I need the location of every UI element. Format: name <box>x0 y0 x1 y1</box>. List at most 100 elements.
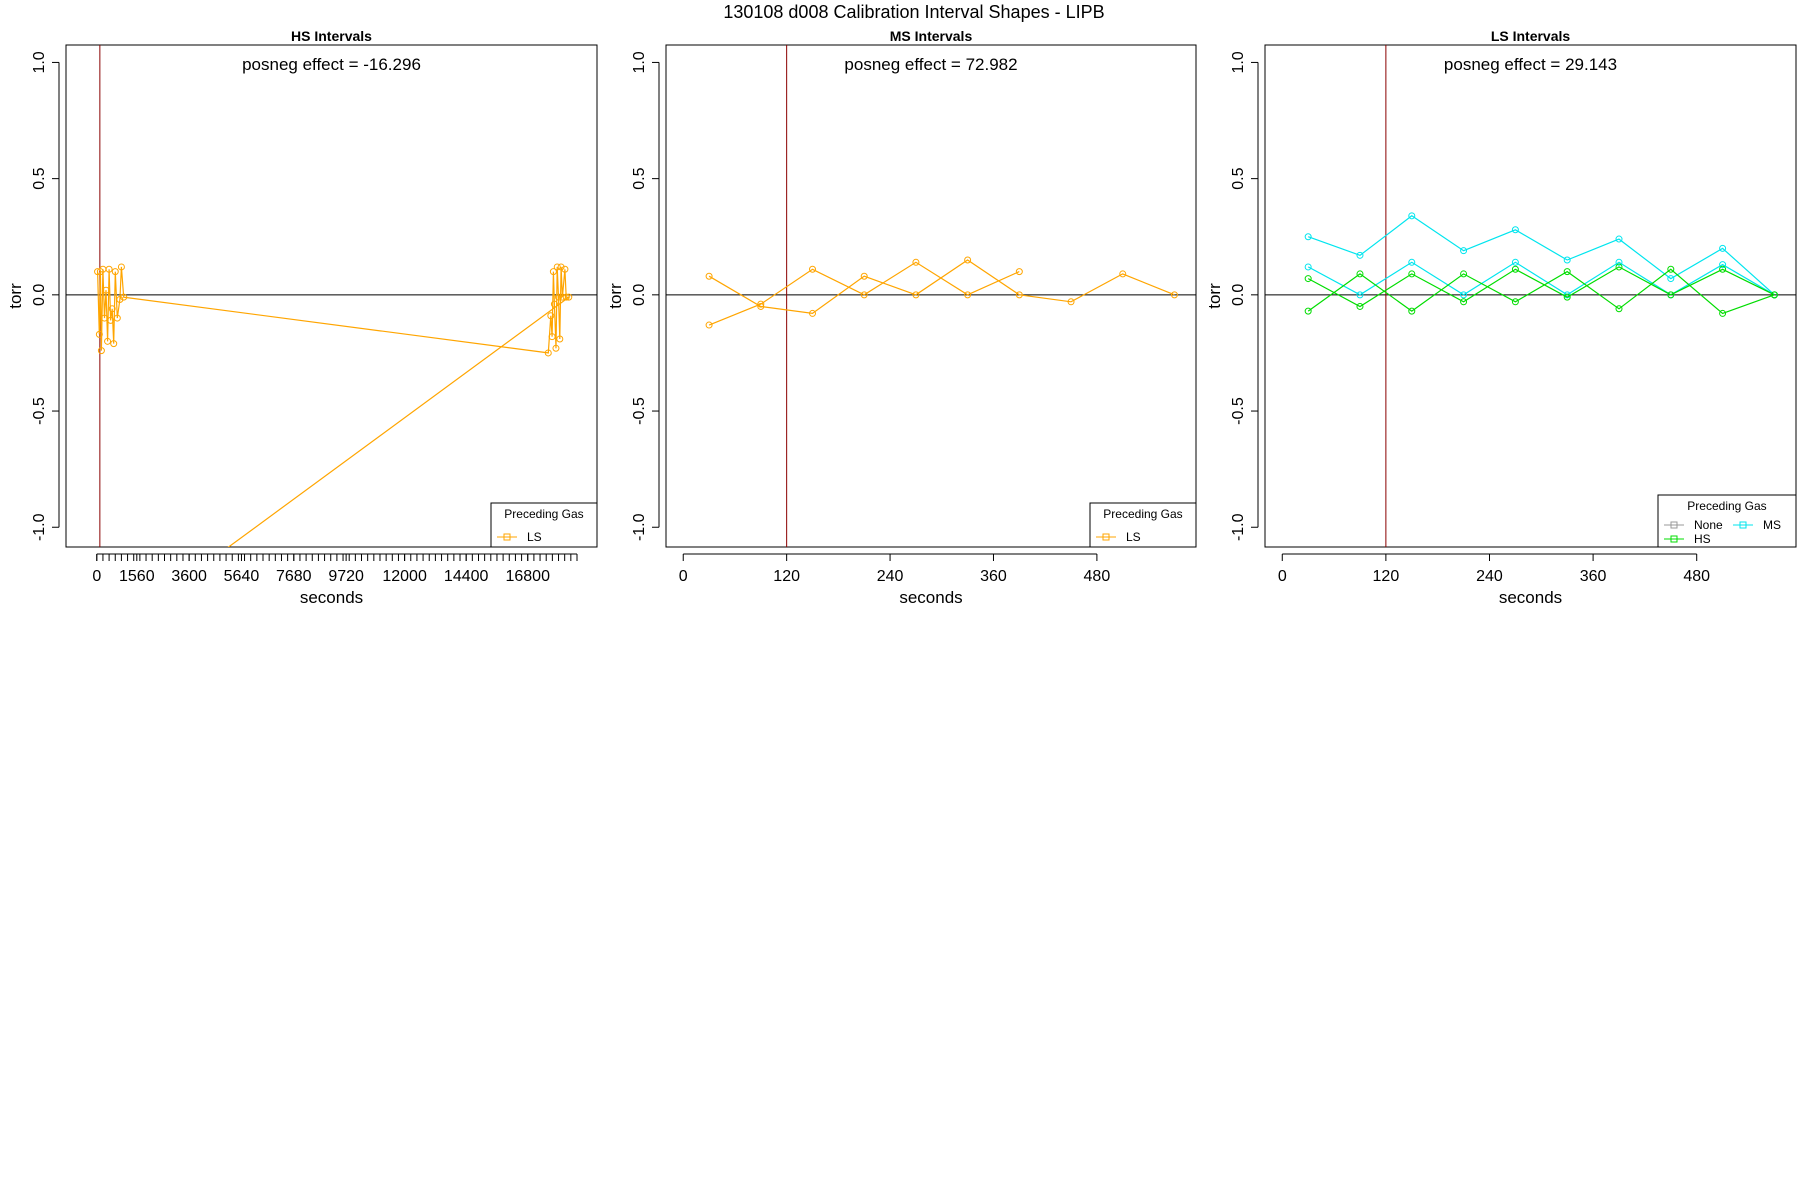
data-point-LS <box>110 340 118 348</box>
data-point-LS <box>1119 270 1127 278</box>
plot-data <box>66 45 597 547</box>
data-point-HS <box>1460 298 1468 306</box>
legend-swatch-marker <box>1102 533 1110 541</box>
data-point-LS <box>757 300 765 308</box>
series-line-HS <box>1307 268 1775 315</box>
posneg-annotation: posneg effect = 72.982 <box>844 55 1017 74</box>
y-tick-label: 0.0 <box>1230 284 1247 306</box>
legend-label: HS <box>1694 532 1711 546</box>
y-tick-label: 0.5 <box>631 167 648 189</box>
x-axis-label: seconds <box>300 588 363 607</box>
data-point-MS <box>1356 291 1364 299</box>
x-tick-label: 5640 <box>224 568 260 585</box>
x-tick-label: 16800 <box>505 568 550 585</box>
y-tick-label: -0.5 <box>31 397 48 425</box>
data-point-MS <box>1615 258 1623 266</box>
x-tick-label: 0 <box>92 568 101 585</box>
y-axis-label: torr <box>6 283 25 309</box>
series-line-LS <box>708 261 1020 326</box>
x-tick-label: 7680 <box>276 568 312 585</box>
data-point-HS <box>1460 270 1468 278</box>
data-point-LS <box>557 263 565 271</box>
data-point-MS <box>1460 291 1468 299</box>
data-point-MS <box>1408 212 1416 220</box>
data-point-HS <box>1563 293 1571 301</box>
y-tick-label: 0.5 <box>31 167 48 189</box>
data-point-HS <box>1304 307 1312 315</box>
x-tick-label: 480 <box>1084 568 1111 585</box>
y-axis-label: torr <box>1205 283 1224 309</box>
x-tick-label: 12000 <box>382 568 427 585</box>
data-point-LS <box>95 330 103 338</box>
data-point-LS <box>555 293 563 301</box>
series-line-LS <box>708 259 1175 315</box>
plot-frame <box>1264 44 1797 548</box>
data-point-LS <box>552 344 560 352</box>
y-tick-label: -1.0 <box>1230 513 1247 541</box>
chart-panel-2: MS Intervals posneg effect = 72.982 0 120 24… <box>606 28 1197 607</box>
x-tick-label: 0 <box>1278 568 1287 585</box>
data-point-LS <box>912 291 920 299</box>
data-point-LS <box>111 268 119 276</box>
data-point-MS <box>1408 258 1416 266</box>
x-axis-label: seconds <box>899 588 962 607</box>
data-point-LS <box>223 546 225 547</box>
data-point-HS <box>1408 307 1416 315</box>
y-tick-label: -1.0 <box>631 513 648 541</box>
series-line-MS <box>1307 261 1775 296</box>
data-point-HS <box>1719 265 1727 273</box>
data-point-LS <box>1015 268 1023 276</box>
data-point-LS <box>562 293 570 301</box>
data-point-MS <box>1563 256 1571 264</box>
legend-title: Preceding Gas <box>1687 499 1766 513</box>
x-tick-label: 120 <box>1373 568 1400 585</box>
panels: HS Intervals posneg effect = -16.296 0 1560… <box>6 28 1797 607</box>
posneg-annotation: posneg effect = -16.296 <box>242 55 421 74</box>
x-tick-label: 480 <box>1683 568 1710 585</box>
x-tick-label: 120 <box>773 568 800 585</box>
series-line-HS <box>1307 266 1775 308</box>
posneg-annotation: posneg effect = 29.143 <box>1444 55 1617 74</box>
legend-label: LS <box>527 530 542 544</box>
legend-label: MS <box>1763 518 1781 532</box>
data-point-MS <box>1304 233 1312 241</box>
data-point-LS <box>120 293 128 301</box>
data-point-MS <box>1511 258 1519 266</box>
data-point-LS <box>705 321 713 329</box>
panel-title: HS Intervals <box>291 28 372 44</box>
y-tick-label: -1.0 <box>31 513 48 541</box>
data-point-HS <box>1511 298 1519 306</box>
data-point-HS <box>1615 305 1623 313</box>
y-tick-label: 1.0 <box>1230 51 1247 73</box>
series-line-MS <box>1307 215 1775 296</box>
legend-swatch-marker <box>503 533 511 541</box>
data-point-LS <box>107 316 115 324</box>
x-tick-label: 9720 <box>328 568 364 585</box>
y-tick-label: -0.5 <box>631 397 648 425</box>
x-tick-label: 360 <box>980 568 1007 585</box>
data-point-LS <box>809 309 817 317</box>
data-point-MS <box>1356 251 1364 259</box>
data-point-LS <box>97 347 105 355</box>
data-point-LS <box>705 272 713 280</box>
data-point-LS <box>809 265 817 273</box>
data-point-LS <box>860 272 868 280</box>
data-point-LS <box>565 293 573 301</box>
legend-swatch-marker <box>1739 521 1747 529</box>
x-tick-label: 0 <box>679 568 688 585</box>
data-point-MS <box>1719 261 1727 269</box>
data-point-MS <box>1304 263 1312 271</box>
y-tick-label: 1.0 <box>631 51 648 73</box>
figure-title: 130108 d008 Calibration Interval Shapes … <box>723 2 1104 22</box>
data-point-LS <box>1067 298 1075 306</box>
data-point-HS <box>1719 309 1727 317</box>
data-point-LS <box>549 268 557 276</box>
panel-title: LS Intervals <box>1491 28 1571 44</box>
chart-panel-1: HS Intervals posneg effect = -16.296 0 1560… <box>6 28 598 607</box>
data-point-LS <box>108 305 116 313</box>
y-tick-label: 0.0 <box>631 284 648 306</box>
data-point-HS <box>1511 265 1519 273</box>
data-point-LS <box>104 337 112 345</box>
y-tick-label: 1.0 <box>31 51 48 73</box>
